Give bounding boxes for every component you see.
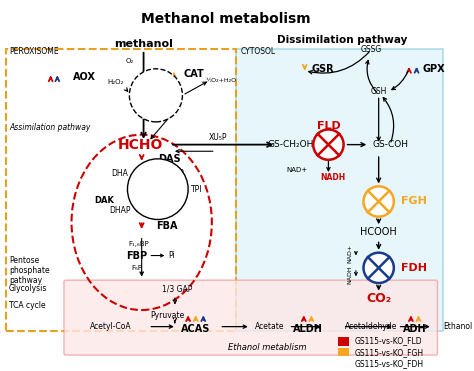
Text: F₁,₆BP: F₁,₆BP xyxy=(128,241,149,247)
Text: DHAP: DHAP xyxy=(109,207,131,216)
Bar xyxy=(338,348,349,357)
Text: Ethanol metablism: Ethanol metablism xyxy=(228,343,306,352)
Text: GSR: GSR xyxy=(311,64,334,74)
Circle shape xyxy=(364,253,394,283)
Text: CYTOSOL: CYTOSOL xyxy=(240,47,275,56)
Text: DHA: DHA xyxy=(111,168,128,178)
Text: Acetaldehyde: Acetaldehyde xyxy=(345,322,397,331)
Text: FBA: FBA xyxy=(156,221,177,231)
Text: F₆P: F₆P xyxy=(131,265,143,271)
Text: GSSG: GSSG xyxy=(360,45,382,54)
Text: ½O₂+H₂O: ½O₂+H₂O xyxy=(206,78,237,83)
Text: GPX: GPX xyxy=(422,64,445,74)
Text: Methanol metabolism: Methanol metabolism xyxy=(141,12,311,26)
Text: Assimilation pathway: Assimilation pathway xyxy=(9,123,91,132)
Text: Pyruvate: Pyruvate xyxy=(150,311,184,320)
Text: DAS: DAS xyxy=(158,154,181,164)
Text: Ethanol: Ethanol xyxy=(443,322,473,331)
Circle shape xyxy=(313,129,344,160)
Text: TCA cycle: TCA cycle xyxy=(9,301,46,310)
Text: CO₂: CO₂ xyxy=(366,292,391,305)
Text: FGH: FGH xyxy=(401,197,427,207)
Text: NADH: NADH xyxy=(348,265,353,284)
Text: methanol: methanol xyxy=(114,39,173,49)
Circle shape xyxy=(128,159,188,220)
Text: Glycolysis: Glycolysis xyxy=(9,284,47,293)
Text: GS115-vs-KO_FLD: GS115-vs-KO_FLD xyxy=(355,336,423,345)
Text: FDH: FDH xyxy=(401,263,428,273)
Text: DAK: DAK xyxy=(94,196,114,205)
Text: Acetyl-CoA: Acetyl-CoA xyxy=(90,322,131,331)
Bar xyxy=(338,337,349,345)
Text: 1/3 GAP: 1/3 GAP xyxy=(162,284,192,293)
Text: ROH←GSSG: ROH←GSSG xyxy=(142,87,170,92)
Text: TPI: TPI xyxy=(191,185,202,194)
Text: HCHO: HCHO xyxy=(118,138,164,152)
Text: Acetate: Acetate xyxy=(255,322,284,331)
Text: GS-CH₂OH: GS-CH₂OH xyxy=(267,140,314,149)
Text: Pi: Pi xyxy=(169,251,175,260)
Text: O₂: O₂ xyxy=(125,58,134,64)
Text: NAD+: NAD+ xyxy=(348,244,353,263)
Text: ↑ROOH  GSH: ↑ROOH GSH xyxy=(137,96,169,101)
Text: PEROXISOME: PEROXISOME xyxy=(9,47,59,56)
Text: XU₅P: XU₅P xyxy=(208,132,227,142)
Text: Pentose
phosphate
pathway: Pentose phosphate pathway xyxy=(9,256,50,285)
Text: ALDH: ALDH xyxy=(292,324,322,334)
Text: HCOOH: HCOOH xyxy=(360,227,397,237)
Text: GS115-vs-KO_FDH: GS115-vs-KO_FDH xyxy=(355,359,424,368)
FancyBboxPatch shape xyxy=(64,280,438,355)
Text: NADH: NADH xyxy=(320,173,346,182)
Circle shape xyxy=(364,186,394,217)
Text: NAD+: NAD+ xyxy=(287,167,308,173)
Bar xyxy=(338,360,349,368)
Text: GSH: GSH xyxy=(371,87,387,96)
Text: ADH: ADH xyxy=(403,324,427,334)
Text: FBP: FBP xyxy=(127,250,147,260)
Text: H₂O₂: H₂O₂ xyxy=(107,79,123,85)
Circle shape xyxy=(129,69,182,122)
Text: ACAS: ACAS xyxy=(181,324,210,334)
FancyBboxPatch shape xyxy=(237,49,443,331)
Text: GS-COH: GS-COH xyxy=(372,140,408,149)
Text: GS115-vs-KO_FGH: GS115-vs-KO_FGH xyxy=(355,348,424,357)
Text: CAT: CAT xyxy=(183,69,204,79)
Text: FLD: FLD xyxy=(317,121,340,131)
Text: Dissimilation pathway: Dissimilation pathway xyxy=(277,35,408,45)
Text: AOX: AOX xyxy=(73,72,95,82)
Text: GAP: GAP xyxy=(169,168,185,178)
